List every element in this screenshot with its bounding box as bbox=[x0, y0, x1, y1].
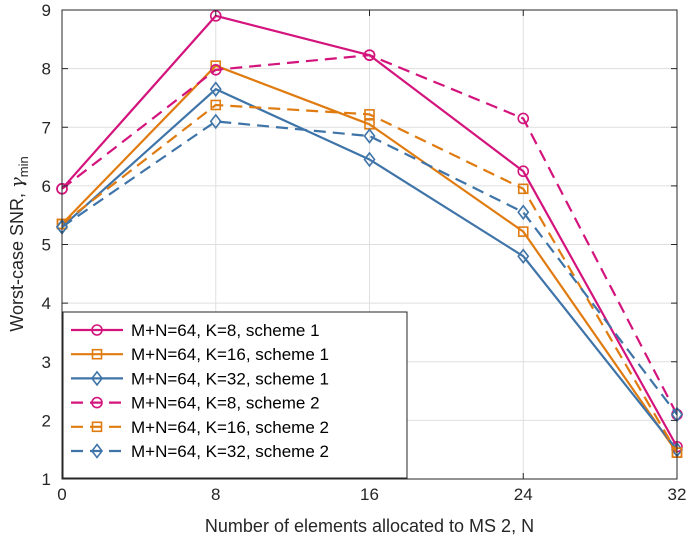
legend-marker bbox=[91, 324, 103, 336]
series-line bbox=[61, 103, 678, 454]
legend-item: M+N=64, K=8, scheme 2 bbox=[71, 394, 320, 413]
data-point bbox=[363, 49, 376, 61]
series-line bbox=[61, 120, 678, 416]
data-point bbox=[517, 248, 530, 265]
data-point bbox=[363, 151, 376, 168]
series-layer bbox=[55, 10, 684, 458]
x-tick-label: 0 bbox=[57, 485, 66, 504]
y-tick-label: 3 bbox=[42, 353, 51, 372]
y-tick-label: 4 bbox=[42, 294, 51, 313]
x-tick-label: 32 bbox=[668, 485, 687, 504]
data-point bbox=[209, 63, 222, 76]
y-tick-label: 5 bbox=[42, 236, 51, 255]
legend-marker bbox=[91, 396, 103, 409]
data-point bbox=[517, 204, 530, 221]
data-point bbox=[363, 128, 376, 144]
y-axis-label-subscript: min bbox=[16, 156, 31, 177]
legend-item: M+N=64, K=16, scheme 2 bbox=[71, 418, 329, 437]
y-axis-label-main: Worst-case SNR, bbox=[7, 188, 27, 332]
legend-marker bbox=[91, 421, 103, 433]
y-tick-label: 9 bbox=[42, 1, 51, 20]
x-tick-label: 16 bbox=[360, 485, 379, 504]
legend-item: M+N=64, K=32, scheme 2 bbox=[71, 442, 329, 461]
x-axis-label: Number of elements allocated to MS 2, N bbox=[205, 516, 534, 536]
series-line bbox=[61, 64, 678, 454]
data-point bbox=[517, 112, 530, 125]
y-tick-label: 7 bbox=[42, 118, 51, 137]
series-5 bbox=[56, 99, 683, 458]
legend-label: M+N=64, K=32, scheme 2 bbox=[131, 442, 329, 461]
data-point bbox=[517, 183, 529, 195]
x-tick-label: 8 bbox=[211, 485, 220, 504]
legend-item: M+N=64, K=16, scheme 1 bbox=[71, 345, 329, 364]
data-point bbox=[209, 113, 222, 130]
legend: M+N=64, K=8, scheme 1 M+N=64, K=16, schem… bbox=[62, 311, 408, 479]
data-point bbox=[210, 99, 222, 111]
data-point bbox=[364, 109, 375, 120]
legend-item: M+N=64, K=32, scheme 1 bbox=[71, 369, 329, 388]
legend-label: M+N=64, K=16, scheme 2 bbox=[131, 418, 329, 437]
legend-marker bbox=[90, 443, 104, 459]
legend-marker bbox=[91, 348, 103, 360]
y-axis-label: Worst-case SNR, γmin bbox=[7, 156, 31, 331]
y-tick-label: 2 bbox=[42, 411, 51, 430]
legend-label: M+N=64, K=32, scheme 1 bbox=[131, 369, 329, 388]
legend-item: M+N=64, K=8, scheme 1 bbox=[71, 321, 320, 340]
y-tick-label: 1 bbox=[42, 470, 51, 489]
legend-marker bbox=[90, 370, 104, 387]
y-tick-label: 8 bbox=[42, 60, 51, 79]
x-tick-label: 24 bbox=[514, 485, 533, 504]
legend-label: M+N=64, K=16, scheme 1 bbox=[131, 345, 329, 364]
y-tick-label: 6 bbox=[42, 177, 51, 196]
legend-label: M+N=64, K=8, scheme 1 bbox=[131, 321, 320, 340]
series-line bbox=[61, 88, 678, 451]
data-point bbox=[517, 226, 529, 237]
y-axis-label-symbol: γ bbox=[7, 177, 28, 188]
data-point bbox=[517, 165, 530, 178]
series-line bbox=[61, 54, 678, 416]
data-point bbox=[209, 81, 222, 97]
legend-label: M+N=64, K=8, scheme 2 bbox=[131, 394, 320, 413]
